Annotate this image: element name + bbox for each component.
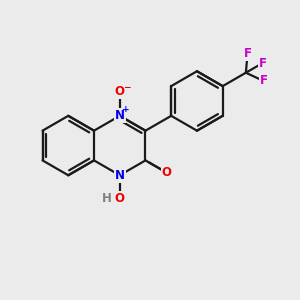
Text: +: + (122, 105, 130, 114)
Text: N: N (115, 109, 125, 122)
Text: N: N (115, 169, 125, 182)
Text: F: F (244, 47, 252, 60)
Text: F: F (259, 57, 267, 70)
Text: O: O (162, 166, 172, 179)
Text: −: − (123, 83, 130, 92)
Text: H: H (101, 192, 111, 205)
Text: F: F (260, 74, 267, 87)
Text: O: O (115, 192, 125, 205)
Text: O: O (115, 85, 125, 98)
